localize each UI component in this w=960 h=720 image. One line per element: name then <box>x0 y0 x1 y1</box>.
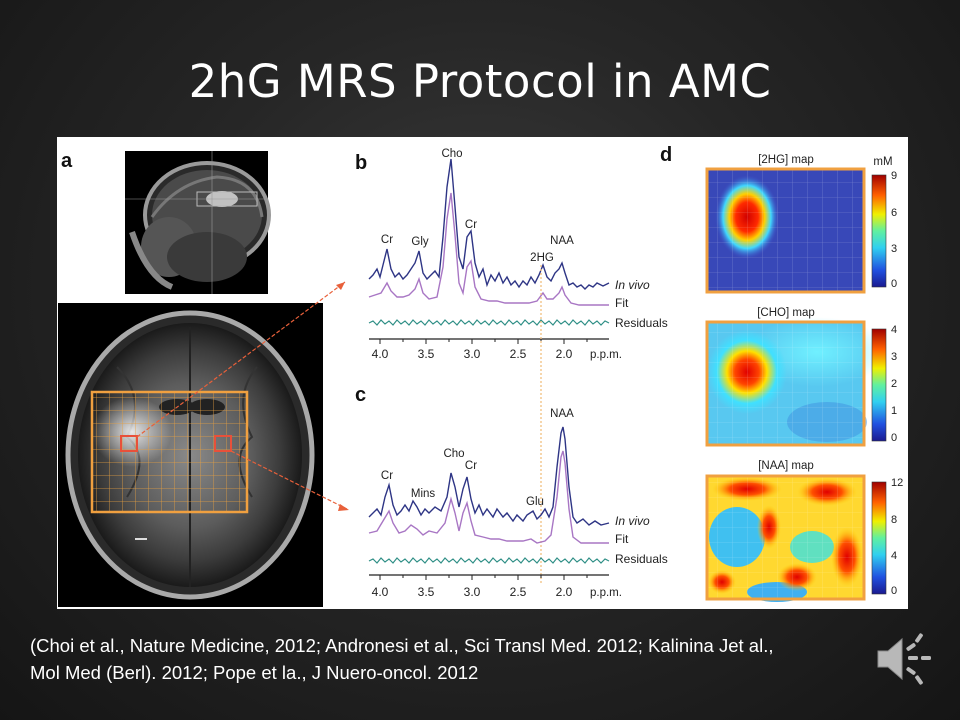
peak-label-cr-2: Cr <box>465 460 477 472</box>
peak-label-cho: Cho <box>441 148 462 160</box>
slide-title: 2hG MRS Protocol in AMC <box>188 55 772 108</box>
panel-b-label: b <box>355 152 367 174</box>
peak-label-glu: Glu <box>526 496 544 508</box>
colorbar-tick: 0 <box>891 278 897 290</box>
citation-line: (Choi et al., Nature Medicine, 2012; And… <box>30 635 774 656</box>
axis-tick-3-0: 3.0 <box>464 347 481 361</box>
trace-label-residuals: Residuals <box>615 316 668 330</box>
colorbar-tick: 3 <box>891 243 897 255</box>
peak-label-mins: Mins <box>411 488 436 500</box>
speaker-icon-graphic <box>877 633 931 685</box>
trace-label-residuals: Residuals <box>615 552 668 566</box>
panel-a-label: a <box>61 150 73 172</box>
axis-tick-4-0: 4.0 <box>372 347 389 361</box>
colorbar-tick: 12 <box>891 477 903 489</box>
trace-label-fit: Fit <box>615 296 629 310</box>
colorbar-unit: mM <box>873 156 892 168</box>
citation-text: (Choi et al., Nature Medicine, 2012; And… <box>30 632 910 686</box>
colorbar-tick: 0 <box>891 432 897 444</box>
colorbar-tick: 1 <box>891 405 897 417</box>
axis-tick-2-0: 2.0 <box>556 585 573 599</box>
spectrum-b: Cho Cr Gly Cr NAA 2HG In vivo Fit Residu… <box>368 148 668 361</box>
spectrum-b-residuals <box>368 319 610 326</box>
peak-label-cr-2: Cr <box>465 219 477 231</box>
spectrum-b-invivo <box>368 158 610 290</box>
spectrum-c: Cr Mins Cho Cr Glu NAA In vivo Fit Resid… <box>368 408 668 599</box>
axis-tick-3-5: 3.5 <box>418 347 435 361</box>
trace-label-fit: Fit <box>615 532 629 546</box>
spectrum-c-fit <box>368 450 609 544</box>
axis-tick-4-0: 4.0 <box>372 585 389 599</box>
peak-label-cr: Cr <box>381 470 393 482</box>
colorbar-tick: 8 <box>891 514 897 526</box>
axis-tick-3-0: 3.0 <box>464 585 481 599</box>
sagittal-mri-image <box>125 151 271 294</box>
peak-label-cho: Cho <box>443 448 464 460</box>
colorbar-tick: 4 <box>891 324 897 336</box>
peak-label-cr: Cr <box>381 234 393 246</box>
naa-map-title: [NAA] map <box>758 460 814 472</box>
colorbar-tick: 2 <box>891 378 897 390</box>
spectrum-b-fit <box>368 192 609 306</box>
axis-unit: p.p.m. <box>590 587 622 599</box>
figure: a <box>57 137 908 609</box>
panel-c-label: c <box>355 384 366 406</box>
axis-tick-3-5: 3.5 <box>418 585 435 599</box>
peak-label-naa: NAA <box>550 408 574 420</box>
axis-unit: p.p.m. <box>590 349 622 361</box>
axial-mri-image <box>58 303 323 607</box>
trace-label-invivo: In vivo <box>615 514 650 528</box>
spectrum-c-residuals <box>368 557 610 564</box>
colorbar-tick: 3 <box>891 351 897 363</box>
speaker-icon[interactable] <box>872 628 934 690</box>
2hg-map: [2HG] map mM 9 6 3 0 <box>705 154 897 294</box>
spectrum-c-invivo <box>368 426 610 526</box>
naa-map: [NAA] map 12 8 4 0 <box>705 460 903 602</box>
axis-tick-2-0: 2.0 <box>556 347 573 361</box>
cho-map-title: [CHO] map <box>757 307 815 319</box>
peak-label-2hg: 2HG <box>530 252 554 264</box>
connector-arrows <box>136 281 349 511</box>
trace-label-invivo: In vivo <box>615 278 650 292</box>
colorbar-tick: 0 <box>891 585 897 597</box>
colorbar-tick: 4 <box>891 550 897 562</box>
figure-canvas: a <box>58 144 903 607</box>
colorbar-tick: 9 <box>891 170 897 182</box>
colorbar-tick: 6 <box>891 207 897 219</box>
2hg-map-title: [2HG] map <box>758 154 814 166</box>
peak-label-naa: NAA <box>550 235 574 247</box>
peak-label-gly: Gly <box>411 236 429 248</box>
cho-map: [CHO] map 4 3 2 1 0 <box>705 307 897 447</box>
citation-line: Mol Med (Berl). 2012; Pope et la., J Nue… <box>30 662 479 683</box>
axis-tick-2-5: 2.5 <box>510 585 527 599</box>
axis-tick-2-5: 2.5 <box>510 347 527 361</box>
panel-d-label: d <box>660 144 672 166</box>
